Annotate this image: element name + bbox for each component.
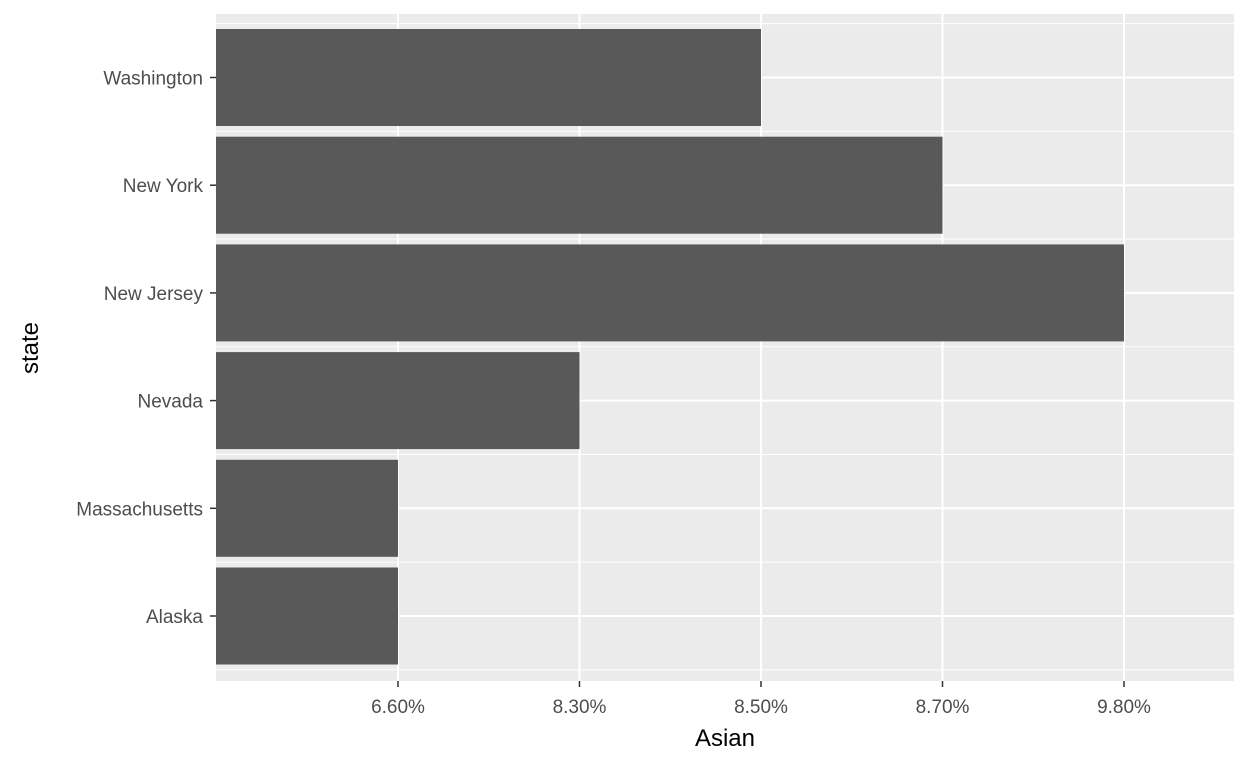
- x-tick-label: 8.30%: [553, 697, 607, 718]
- x-tick-label: 8.50%: [734, 697, 788, 718]
- y-tick-label: Washington: [103, 69, 203, 90]
- bar-new-jersey: [216, 244, 1124, 342]
- y-axis-title: state: [17, 322, 44, 374]
- y-tick-label: New Jersey: [104, 284, 204, 305]
- x-tick-label: 8.70%: [916, 697, 970, 718]
- x-axis-ticks: 6.60% 8.30% 8.50% 8.70% 9.80%: [371, 681, 1151, 718]
- bar-alaska: [216, 567, 398, 665]
- y-tick-label: Alaska: [146, 607, 203, 628]
- bar-washington: [216, 29, 761, 126]
- bars: [216, 29, 1124, 665]
- bar-new-york: [216, 136, 943, 234]
- y-tick-label: Nevada: [138, 392, 204, 413]
- x-axis-title: Asian: [695, 725, 755, 752]
- bar-nevada: [216, 352, 580, 450]
- y-tick-label: New York: [123, 176, 204, 197]
- bar-massachusetts: [216, 459, 398, 557]
- y-tick-label: Massachusetts: [76, 499, 203, 520]
- x-tick-label: 6.60%: [371, 697, 425, 718]
- y-axis-ticks: Alaska Massachusetts Nevada New Jersey New Y…: [76, 69, 216, 628]
- x-tick-label: 9.80%: [1097, 697, 1151, 718]
